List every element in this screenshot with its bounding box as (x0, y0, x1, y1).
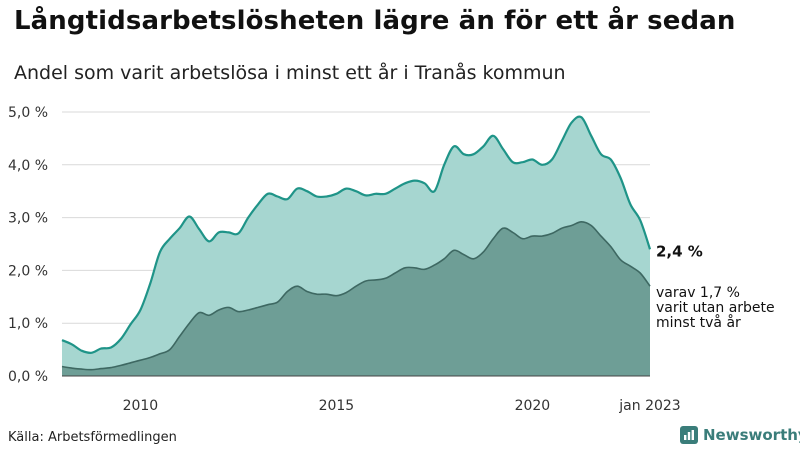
x-tick-label: 2010 (123, 398, 159, 414)
end-label-total: 2,4 % (656, 242, 703, 260)
end-label-subset: varav 1,7 % varit utan arbete minst två år (656, 285, 775, 331)
series-area-1 (62, 221, 650, 376)
brand-name: Newsworthy (703, 426, 800, 444)
series-line-1 (61, 221, 651, 371)
newsworthy-logo-icon (680, 426, 698, 444)
brand-logo: Newsworthy (680, 426, 800, 444)
y-tick-label: 0,0 % (8, 369, 48, 385)
source-note: Källa: Arbetsförmedlingen (8, 430, 177, 445)
x-tick-label: jan 2023 (618, 398, 680, 414)
y-tick-label: 1,0 % (8, 316, 48, 332)
y-tick-label: 5,0 % (8, 105, 48, 121)
y-tick-label: 3,0 % (8, 211, 48, 227)
chart-subtitle: Andel som varit arbetslösa i minst ett å… (14, 62, 566, 84)
series-line-0 (61, 115, 652, 354)
y-tick-label: 4,0 % (8, 158, 48, 174)
x-tick-label: 2020 (515, 398, 551, 414)
x-tick-label: 2015 (319, 398, 355, 414)
y-tick-label: 2,0 % (8, 263, 48, 279)
chart-title: Långtidsarbetslösheten lägre än för ett … (14, 6, 736, 36)
